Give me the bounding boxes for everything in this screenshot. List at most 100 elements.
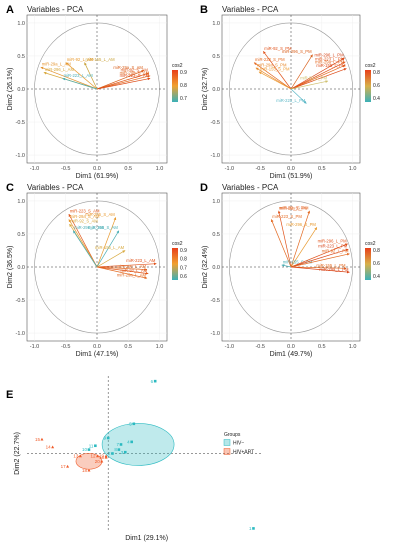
individual-point bbox=[94, 444, 97, 448]
individual-point bbox=[100, 459, 104, 463]
variable-label: miR-155_S_PM bbox=[260, 66, 290, 71]
individual-point bbox=[123, 450, 127, 454]
variable-label: miR-155_S_PM bbox=[283, 260, 313, 265]
legend-tick-label: 0.4 bbox=[373, 96, 380, 102]
legend-tick-label: 0.4 bbox=[373, 274, 380, 280]
x-tick-label: 1.0 bbox=[156, 166, 164, 172]
individual-point bbox=[51, 445, 55, 449]
legend-tick-label: 0.7 bbox=[180, 96, 187, 102]
individual-point bbox=[111, 452, 114, 455]
variable-vector bbox=[96, 70, 145, 90]
y-axis-label: Dim2 (36.5%) bbox=[7, 246, 14, 289]
individual-point bbox=[96, 454, 99, 458]
y-tick-label: 0.0 bbox=[212, 87, 220, 93]
x-tick-label: 0.0 bbox=[287, 166, 295, 172]
variable-label: miR-223_S_AM bbox=[120, 73, 150, 78]
legend-tick-label: 0.8 bbox=[180, 83, 187, 89]
variable-vector bbox=[96, 250, 126, 268]
individual-label: 13 bbox=[73, 454, 79, 459]
variable-vector bbox=[290, 243, 348, 268]
x-axis-label: Dim1 (49.7%) bbox=[270, 351, 313, 358]
variable-vector bbox=[62, 77, 98, 90]
legend-colorbar bbox=[365, 248, 371, 280]
y-tick-label: -1.0 bbox=[211, 153, 220, 159]
individual-point bbox=[66, 464, 70, 468]
individual-point bbox=[153, 379, 157, 383]
individual-point bbox=[104, 455, 108, 459]
individual-label: 11 bbox=[89, 443, 94, 448]
group-ellipse-hiv-negative bbox=[101, 423, 175, 466]
variable-label: miR-29a_S_PM bbox=[257, 62, 287, 67]
panel-label: C bbox=[6, 182, 14, 194]
variable-label: miR-29a_L_PM bbox=[315, 60, 345, 65]
legend-tick-label: 0.6 bbox=[373, 261, 380, 267]
variable-label: miR-223_S_PM bbox=[255, 57, 285, 62]
y-axis-label: Dim2 (26.1%) bbox=[7, 68, 14, 111]
y-tick-label: -0.5 bbox=[16, 298, 25, 304]
x-tick-label: 1.0 bbox=[349, 344, 357, 350]
panel-label: B bbox=[200, 4, 208, 16]
individual-label: 14 bbox=[46, 445, 52, 450]
legend-title: cos2 bbox=[365, 63, 376, 69]
variable-vector bbox=[290, 61, 346, 90]
y-tick-label: -0.5 bbox=[211, 120, 220, 126]
panel-title: Variables - PCA bbox=[222, 5, 279, 14]
variable-label: miR-296_S_AM bbox=[74, 225, 104, 230]
variable-label: miR-223_S_AM bbox=[70, 209, 100, 214]
y-tick-label: 1.0 bbox=[212, 199, 220, 205]
variable-label: miR-92_S_AM bbox=[121, 68, 149, 73]
variable-vector bbox=[84, 62, 98, 90]
variable-vector bbox=[96, 75, 151, 90]
variable-label: miR-155_L_PM bbox=[316, 263, 346, 268]
x-tick-label: -1.0 bbox=[225, 344, 234, 350]
panel-b: B Variables - PCA -1.0 1.0 -0.5 0.5 0.0 0.0 0.5 -… bbox=[200, 4, 380, 180]
variable-vector bbox=[262, 51, 292, 90]
variable-label: miR-29a_L_AM bbox=[42, 62, 72, 67]
legend-title: cos2 bbox=[172, 241, 183, 247]
variable-label: miR-92_S_AM bbox=[71, 219, 99, 224]
individual-point bbox=[119, 443, 123, 446]
y-axis-label: Dim2 (32.7%) bbox=[202, 68, 209, 111]
individual-point bbox=[106, 436, 110, 440]
legend-title: Groups bbox=[224, 432, 241, 438]
legend-tick-label: 0.6 bbox=[373, 83, 380, 89]
individual-point bbox=[78, 454, 82, 458]
y-tick-label: -1.0 bbox=[16, 331, 25, 337]
variable-vector bbox=[68, 213, 98, 268]
variable-vector bbox=[290, 68, 347, 90]
variable-vector bbox=[281, 264, 292, 268]
y-tick-label: -1.0 bbox=[211, 331, 220, 337]
legend-tick-label: 0.9 bbox=[180, 248, 187, 254]
variable-label: miR-296_S_AM bbox=[85, 212, 115, 217]
variable-label: miR-92_S_PM bbox=[264, 46, 292, 51]
legend-tick-label: 0.8 bbox=[180, 257, 187, 263]
variable-label: miR-296_L_PM bbox=[315, 52, 345, 57]
x-tick-label: -0.5 bbox=[255, 344, 264, 350]
individual-label: 18 bbox=[82, 468, 88, 473]
variable-vector bbox=[290, 57, 345, 90]
y-axis-label: Dim2 (22.7%) bbox=[14, 432, 21, 475]
legend-colorbar bbox=[172, 70, 178, 102]
variable-label: miR-223_L_AM bbox=[64, 73, 94, 78]
individual-point bbox=[132, 422, 136, 426]
variable-vector bbox=[277, 210, 292, 268]
individual-label: 16 bbox=[99, 455, 105, 460]
variable-label: miR-296_L_AM bbox=[45, 67, 75, 72]
panel-label: D bbox=[200, 182, 208, 194]
x-tick-label: -1.0 bbox=[225, 166, 234, 172]
variable-vector bbox=[96, 262, 157, 268]
y-tick-label: -0.5 bbox=[16, 120, 25, 126]
y-axis-label: Dim2 (32.4%) bbox=[202, 246, 209, 289]
individual-label: 2 bbox=[108, 451, 111, 456]
x-tick-label: -1.0 bbox=[30, 166, 39, 172]
x-tick-label: 0.0 bbox=[93, 166, 101, 172]
legend-colorbar bbox=[365, 70, 371, 102]
individual-label: 17 bbox=[61, 464, 67, 469]
legend-tick-label: 0.6 bbox=[180, 274, 187, 280]
y-tick-label: 0.0 bbox=[212, 265, 220, 271]
x-tick-label: 0.0 bbox=[287, 344, 295, 350]
variable-label: miR-92_L_AM bbox=[120, 268, 147, 273]
variable-vector bbox=[96, 77, 151, 90]
individual-label: 5 bbox=[129, 421, 132, 426]
